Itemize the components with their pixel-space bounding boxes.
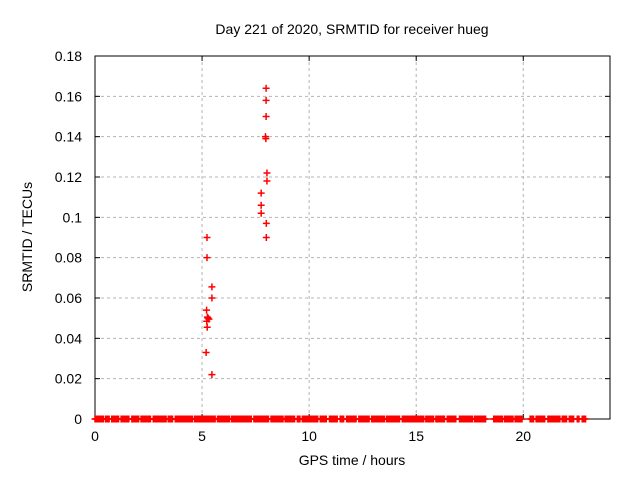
y-tick-label: 0.14 — [55, 129, 82, 145]
marker-data-point — [203, 306, 211, 314]
marker-data-point — [203, 323, 211, 331]
y-tick-label: 0.04 — [55, 330, 82, 346]
y-tick-label: 0.16 — [55, 88, 82, 104]
x-tick-labels: 0 5 10 15 20 — [91, 428, 531, 444]
x-tick-label: 20 — [515, 428, 531, 444]
marker-zero-value — [482, 415, 490, 423]
x-tick-label: 10 — [301, 428, 317, 444]
x-tick-label: 15 — [408, 428, 424, 444]
marker-data-point — [203, 234, 211, 241]
grid-lines — [95, 56, 610, 419]
y-tick-label: 0.18 — [55, 48, 82, 64]
y-tick-label: 0.02 — [55, 371, 82, 387]
y-tick-label: 0.08 — [55, 250, 82, 266]
data-points — [202, 84, 271, 379]
marker-data-point — [208, 283, 216, 291]
marker-data-point — [257, 189, 265, 197]
marker-data-point — [262, 84, 270, 92]
marker-data-point — [262, 96, 270, 104]
marker-data-point — [262, 234, 270, 241]
marker-data-point — [257, 201, 265, 209]
marker-data-point — [262, 219, 270, 227]
marker-data-point — [263, 169, 271, 177]
chart-title: Day 221 of 2020, SRMTID for receiver hue… — [215, 21, 488, 37]
marker-data-point — [262, 113, 270, 120]
marker-data-point — [208, 294, 216, 302]
y-tick-label: 0.12 — [55, 169, 82, 185]
y-tick-label: 0.06 — [55, 290, 82, 306]
y-tick-label: 0 — [74, 411, 82, 427]
marker-data-point — [202, 348, 210, 356]
marker-data-point — [262, 135, 270, 143]
marker-data-point — [257, 209, 265, 217]
x-axis-label: GPS time / hours — [299, 452, 406, 468]
marker-zero-value — [582, 415, 590, 423]
y-axis-label: SRMTID / TECUs — [19, 182, 35, 292]
zero-value-data-points — [91, 415, 590, 423]
marker-data-point — [208, 371, 216, 379]
y-tick-labels: 0 0.02 0.04 0.06 0.08 0.1 0.12 0.14 0.16 0.18 — [55, 48, 82, 427]
x-tick-label: 5 — [198, 428, 206, 444]
marker-data-point — [263, 177, 271, 185]
y-tick-label: 0.1 — [63, 209, 83, 225]
marker-data-point — [203, 254, 211, 262]
x-tick-label: 0 — [91, 428, 99, 444]
marker-zero-value — [518, 415, 526, 423]
marker-data-point — [203, 317, 211, 325]
